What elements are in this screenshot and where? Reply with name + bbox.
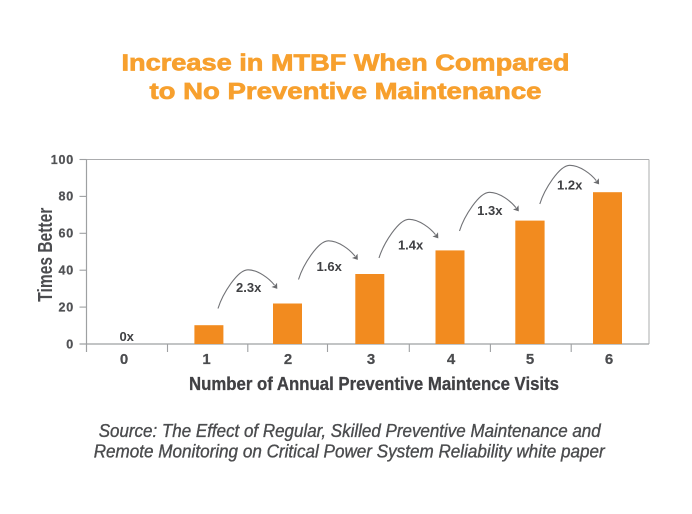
svg-text:0: 0 — [66, 337, 74, 351]
svg-text:40: 40 — [58, 264, 74, 278]
svg-text:2.3x: 2.3x — [236, 280, 262, 295]
svg-text:0x: 0x — [119, 329, 134, 344]
svg-text:Remote Monitoring on Critical: Remote Monitoring on Critical Power Syst… — [94, 441, 606, 461]
svg-text:4: 4 — [447, 351, 456, 368]
svg-text:Number of Annual Preventive Ma: Number of Annual Preventive Maintence Vi… — [189, 374, 559, 394]
svg-text:3: 3 — [367, 351, 375, 368]
svg-text:1.3x: 1.3x — [477, 203, 503, 218]
svg-text:1.6x: 1.6x — [317, 259, 343, 274]
svg-text:1: 1 — [202, 351, 210, 368]
svg-text:60: 60 — [58, 227, 74, 241]
svg-text:Source: The Effect of Regular,: Source: The Effect of Regular, Skilled P… — [99, 421, 602, 441]
svg-text:80: 80 — [58, 190, 74, 204]
svg-text:6: 6 — [605, 351, 613, 368]
svg-text:Increase in MTBF When Compared: Increase in MTBF When Compared — [122, 50, 570, 76]
svg-text:to No Preventive Maintenance: to No Preventive Maintenance — [150, 78, 542, 104]
svg-text:0: 0 — [120, 351, 128, 368]
svg-text:1.2x: 1.2x — [557, 177, 583, 192]
svg-text:100: 100 — [51, 153, 74, 167]
svg-text:1.4x: 1.4x — [398, 237, 424, 252]
svg-text:5: 5 — [526, 351, 534, 368]
svg-text:20: 20 — [58, 300, 74, 314]
svg-text:2: 2 — [284, 351, 292, 368]
svg-text:Times Better: Times Better — [35, 208, 57, 302]
